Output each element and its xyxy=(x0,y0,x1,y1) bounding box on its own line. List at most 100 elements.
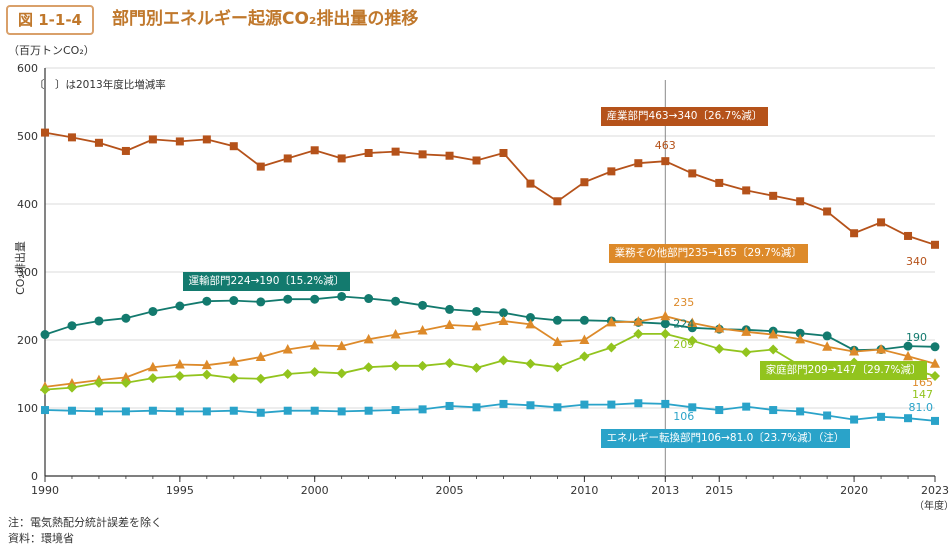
data-point-industry xyxy=(175,137,184,146)
x-tick-label: 2015 xyxy=(705,484,733,497)
data-point-household xyxy=(255,373,266,384)
data-point-business xyxy=(363,333,374,344)
data-point-transport xyxy=(121,313,131,323)
series-line-industry xyxy=(44,131,936,246)
unit-label: （百万トンCO₂） xyxy=(8,44,95,57)
data-point-industry xyxy=(823,207,832,216)
data-point-household xyxy=(201,369,212,380)
x-axis-unit-label: （年度） xyxy=(914,501,950,512)
x-tick-label: 2023 xyxy=(921,484,949,497)
data-point-industry xyxy=(256,162,265,171)
data-point-transport xyxy=(94,316,104,326)
data-point-transport xyxy=(310,294,320,304)
x-tick-label: 2005 xyxy=(436,484,464,497)
data-point-household xyxy=(579,351,590,362)
data-point-business xyxy=(552,336,563,347)
x-tick-label: 2000 xyxy=(301,484,329,497)
data-point-industry xyxy=(499,149,508,157)
data-point-energy xyxy=(796,407,805,416)
data-point-industry xyxy=(148,135,157,144)
data-point-household xyxy=(741,347,752,358)
data-point-household xyxy=(228,373,239,384)
data-point-household xyxy=(498,355,509,366)
x-tick-label: 1995 xyxy=(166,484,194,497)
data-point-household xyxy=(336,368,347,379)
data-point-industry xyxy=(553,197,562,206)
data-point-business xyxy=(282,344,293,354)
data-point-industry xyxy=(688,169,697,178)
data-point-industry xyxy=(931,240,939,249)
y-tick-label: 300 xyxy=(17,266,38,279)
data-point-industry xyxy=(472,156,481,165)
data-point-energy xyxy=(364,406,373,415)
data-point-household xyxy=(930,371,940,382)
data-point-industry xyxy=(202,135,211,144)
data-point-business xyxy=(228,356,239,366)
data-point-business xyxy=(822,341,833,351)
data-point-industry xyxy=(607,167,616,176)
data-point-energy xyxy=(688,403,697,412)
series-line-energy xyxy=(44,402,936,422)
data-point-energy xyxy=(202,407,211,416)
data-point-business xyxy=(498,315,509,325)
data-point-business xyxy=(444,319,455,330)
data-point-business xyxy=(120,371,131,382)
y-tick-label: 400 xyxy=(17,198,38,211)
data-point-business xyxy=(201,359,212,370)
data-point-transport xyxy=(256,297,266,307)
data-point-energy xyxy=(41,406,49,415)
data-point-transport xyxy=(337,291,347,301)
legend-box-energy: エネルギー転換部門106→81.0〔23.7%減〕（注） xyxy=(600,429,851,449)
series-line-business xyxy=(44,315,936,388)
footnote-source: 資料：環境省 xyxy=(8,532,74,545)
data-label-transport-2023: 190 xyxy=(906,331,927,344)
data-point-energy xyxy=(769,406,778,415)
data-point-business xyxy=(849,346,860,356)
data-point-business xyxy=(606,316,617,327)
data-point-industry xyxy=(661,157,670,166)
data-point-transport xyxy=(175,301,185,311)
data-point-energy xyxy=(67,406,76,415)
data-point-energy xyxy=(418,405,427,414)
data-point-business xyxy=(174,358,185,369)
data-point-transport xyxy=(364,294,374,304)
bracket-note: 〔 〕は2013年度比増減率 xyxy=(34,79,166,91)
data-point-business xyxy=(930,358,940,368)
data-point-energy xyxy=(175,407,184,416)
data-point-business xyxy=(309,339,320,350)
data-point-industry xyxy=(94,138,103,147)
data-point-business xyxy=(660,310,671,321)
x-tick-label: 2010 xyxy=(570,484,598,497)
data-point-business xyxy=(795,333,806,344)
data-point-industry xyxy=(634,159,643,168)
data-point-transport xyxy=(660,319,670,329)
data-label-industry-2013: 463 xyxy=(655,139,676,152)
data-point-energy xyxy=(391,406,400,415)
data-point-industry xyxy=(526,179,535,188)
data-point-business xyxy=(579,334,590,344)
data-point-transport xyxy=(525,313,535,323)
data-point-transport xyxy=(930,342,940,352)
data-point-transport xyxy=(283,294,293,304)
data-point-energy xyxy=(607,400,616,409)
data-label-business-2013: 235 xyxy=(673,296,694,309)
data-point-transport xyxy=(498,308,508,318)
data-label-energy-2013: 106 xyxy=(673,410,694,423)
data-point-industry xyxy=(877,218,886,227)
data-point-transport xyxy=(418,300,428,310)
data-point-household xyxy=(66,382,77,393)
data-label-household-2013: 209 xyxy=(673,338,694,351)
data-point-business xyxy=(525,318,536,329)
data-point-energy xyxy=(904,414,913,423)
data-point-business xyxy=(336,340,347,351)
data-point-business xyxy=(876,344,887,354)
data-point-household xyxy=(174,371,185,382)
data-point-energy xyxy=(337,407,346,416)
data-point-transport xyxy=(67,321,77,331)
data-point-household xyxy=(444,358,455,369)
data-point-transport xyxy=(40,330,50,340)
data-point-transport xyxy=(822,331,832,341)
data-point-transport xyxy=(391,296,401,306)
data-point-household xyxy=(390,360,401,371)
data-point-household xyxy=(363,362,374,373)
